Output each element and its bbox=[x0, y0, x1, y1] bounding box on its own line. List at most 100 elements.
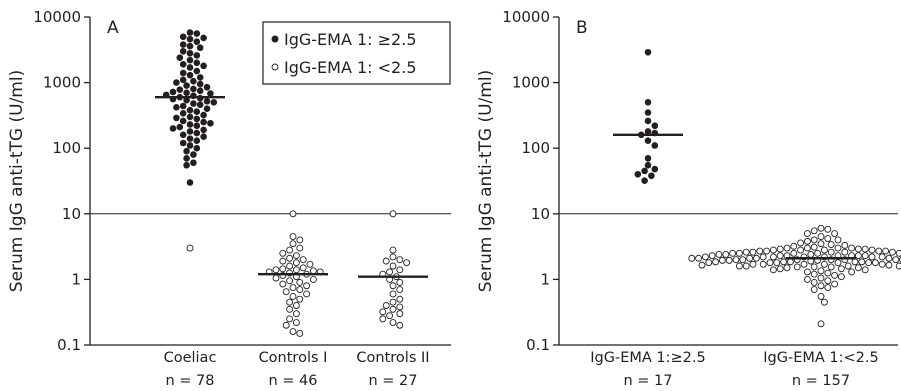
data-point-filled bbox=[193, 122, 201, 130]
data-point-open bbox=[292, 310, 300, 318]
y-tick-label: 10000 bbox=[33, 8, 81, 26]
data-point-filled bbox=[203, 83, 211, 91]
data-point-filled bbox=[203, 105, 211, 113]
data-point-open bbox=[817, 240, 825, 248]
data-point-open bbox=[715, 251, 723, 258]
data-point-open bbox=[820, 298, 828, 306]
data-point-open bbox=[868, 246, 876, 254]
group-coeliac: Coeliac n = 78 bbox=[155, 29, 225, 389]
y-tick-label: 1000 bbox=[43, 74, 81, 92]
data-point-open bbox=[769, 266, 777, 274]
data-point-filled bbox=[200, 111, 207, 119]
data-point-open bbox=[817, 267, 825, 275]
data-point-filled bbox=[634, 171, 642, 178]
legend: IgG-EMA 1: ≥2.5 IgG-EMA 1: <2.5 bbox=[262, 21, 451, 85]
y-tick-label: 1 bbox=[71, 270, 81, 288]
data-point-open bbox=[299, 256, 307, 264]
data-point-open bbox=[279, 249, 287, 257]
data-point-open bbox=[824, 225, 832, 233]
data-point-open bbox=[871, 259, 879, 267]
data-point-open bbox=[803, 230, 811, 237]
data-point-open bbox=[810, 263, 818, 271]
data-point-filled bbox=[176, 123, 184, 131]
data-point-open bbox=[810, 278, 818, 286]
data-point-open bbox=[389, 298, 397, 306]
data-point-filled bbox=[644, 137, 652, 145]
legend-label-filled: IgG-EMA 1: ≥2.5 bbox=[284, 30, 417, 49]
data-point-filled bbox=[644, 161, 652, 169]
x-category-label: IgG-EMA 1:<2.5 bbox=[763, 350, 878, 366]
data-point-open bbox=[389, 290, 397, 298]
data-point-open bbox=[882, 247, 890, 255]
data-point-open bbox=[824, 284, 832, 292]
data-point-open bbox=[814, 249, 822, 257]
data-point-filled bbox=[193, 30, 201, 37]
data-point-filled bbox=[186, 56, 194, 64]
data-point-filled bbox=[169, 88, 177, 96]
data-point-open bbox=[807, 251, 815, 258]
data-point-open bbox=[824, 269, 832, 277]
data-point-filled bbox=[200, 118, 207, 126]
data-point-open bbox=[382, 257, 390, 265]
data-point-open bbox=[379, 308, 387, 316]
data-point-open bbox=[837, 265, 845, 273]
data-point-open bbox=[735, 249, 743, 257]
data-point-filled bbox=[644, 48, 652, 56]
data-point-open bbox=[861, 266, 869, 274]
y-tick-label: 0.1 bbox=[526, 336, 550, 354]
data-point-open bbox=[389, 319, 397, 326]
data-point-open bbox=[820, 260, 828, 268]
data-point-open bbox=[292, 319, 300, 326]
data-point-open bbox=[766, 259, 774, 267]
data-point-open bbox=[303, 282, 311, 290]
data-point-open bbox=[292, 302, 300, 309]
data-point-open bbox=[797, 239, 805, 247]
group-igg-ema-1-2-5: IgG-EMA 1:<2.5 n = 157 bbox=[688, 224, 901, 389]
data-point-open bbox=[844, 262, 852, 270]
data-point-open bbox=[296, 329, 304, 337]
data-point-filled bbox=[186, 142, 194, 149]
data-point-open bbox=[289, 210, 297, 218]
data-point-open bbox=[292, 252, 300, 260]
data-point-filled bbox=[179, 41, 187, 48]
data-point-filled bbox=[196, 80, 204, 88]
data-point-filled bbox=[186, 179, 194, 186]
y-tick-label: 10000 bbox=[502, 8, 550, 26]
data-point-open bbox=[817, 320, 825, 328]
data-point-filled bbox=[203, 97, 211, 105]
data-point-filled bbox=[190, 85, 197, 93]
data-point-filled bbox=[179, 102, 187, 110]
y-tick-label: 0.1 bbox=[57, 336, 81, 354]
data-point-filled bbox=[186, 64, 194, 71]
data-point-open bbox=[309, 267, 317, 275]
data-point-filled bbox=[644, 117, 652, 125]
data-point-open bbox=[396, 256, 404, 264]
data-point-open bbox=[279, 280, 287, 288]
data-point-open bbox=[783, 244, 791, 252]
data-point-filled bbox=[179, 76, 187, 84]
data-point-filled bbox=[207, 119, 214, 127]
data-point-filled bbox=[193, 137, 201, 145]
data-point-open bbox=[759, 253, 767, 261]
data-point-open bbox=[776, 252, 784, 260]
data-point-open bbox=[292, 259, 300, 267]
data-point-open bbox=[837, 273, 845, 281]
data-point-open bbox=[878, 253, 886, 261]
x-n-label: n = 27 bbox=[368, 373, 417, 389]
data-point-open bbox=[892, 256, 900, 264]
data-point-open bbox=[386, 312, 394, 320]
data-point-filled bbox=[210, 99, 218, 106]
data-point-open bbox=[389, 253, 397, 261]
data-point-open bbox=[282, 321, 290, 329]
data-point-open bbox=[701, 253, 709, 261]
data-point-filled bbox=[183, 155, 190, 162]
data-point-open bbox=[396, 321, 404, 329]
data-point-open bbox=[289, 328, 297, 336]
data-point-open bbox=[861, 245, 869, 253]
data-point-open bbox=[729, 249, 737, 257]
y-tick-label: 10 bbox=[62, 205, 81, 223]
data-point-filled bbox=[190, 77, 197, 85]
data-point-open bbox=[780, 258, 788, 266]
data-point-filled bbox=[179, 131, 187, 139]
data-point-open bbox=[759, 260, 767, 268]
